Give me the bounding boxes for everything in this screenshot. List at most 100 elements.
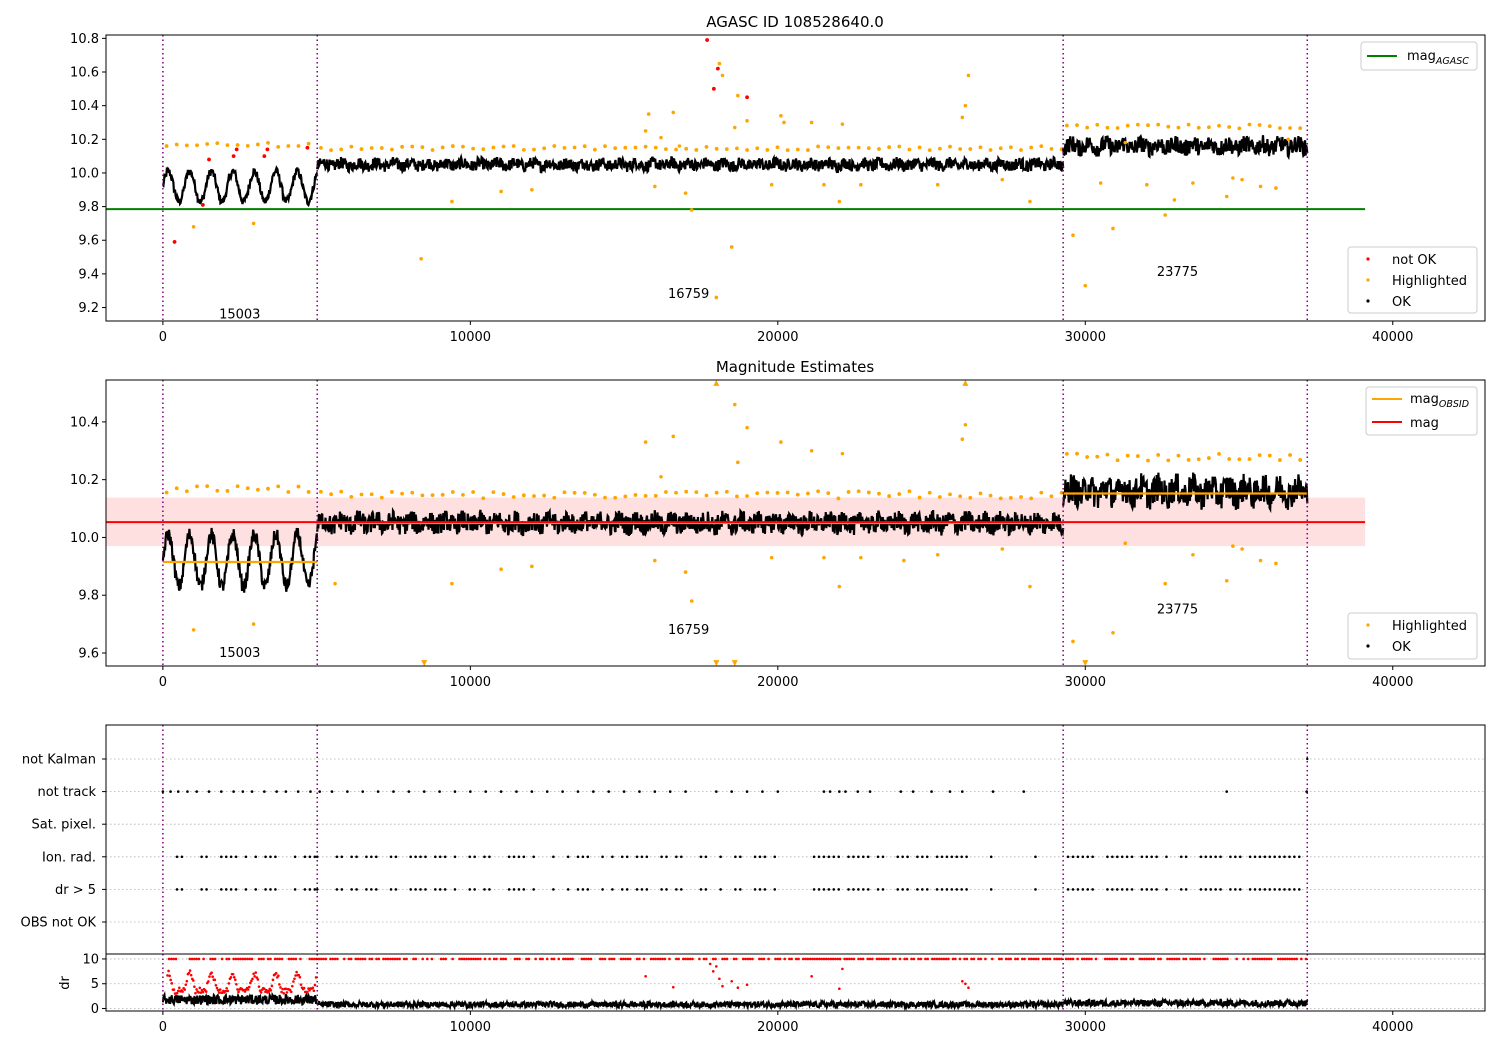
dr-gt-5-point <box>679 888 683 891</box>
dr-saturated-point <box>1166 957 1169 961</box>
dr-gt-5-point <box>660 888 663 891</box>
obsid-label: 15003 <box>219 307 260 322</box>
highlighted-point <box>846 490 851 494</box>
highlighted-point <box>809 120 814 125</box>
highlighted-point <box>430 493 435 498</box>
dr-not-ok-point <box>293 977 296 981</box>
ion-rad-point <box>507 855 511 859</box>
dr-saturated-point <box>236 957 240 961</box>
dr-saturated-point <box>195 957 199 961</box>
dr-saturated-point <box>857 957 860 961</box>
highlighted-point <box>816 144 820 149</box>
dr-saturated-point <box>331 957 335 961</box>
highlighted-point <box>603 144 607 149</box>
ion-rad-point <box>1248 855 1252 859</box>
dr-not-ok-point <box>313 983 317 987</box>
highlighted-point <box>643 129 648 133</box>
not-track-point <box>422 790 426 793</box>
dr-saturated-point <box>951 957 955 961</box>
highlighted-point <box>1166 124 1171 129</box>
y-tick-label: 10.4 <box>70 415 99 430</box>
highlighted-point <box>225 489 230 493</box>
highlighted-point <box>1240 177 1244 182</box>
dr-saturated-point <box>1295 957 1298 961</box>
dr-saturated-point <box>276 957 279 961</box>
not-track-point <box>561 790 564 793</box>
dr-saturated-point <box>414 957 418 961</box>
dr-not-ok-point <box>249 981 252 985</box>
dr-saturated-point <box>1175 957 1179 961</box>
dr-saturated-point <box>1085 957 1089 961</box>
dr-gt-5-point <box>758 888 762 891</box>
dr-saturated-point <box>656 957 660 961</box>
not-track-point <box>592 790 595 793</box>
dr-saturated-point <box>1170 957 1174 961</box>
dr-gt-5-point <box>665 888 668 891</box>
highlighted-point <box>1135 122 1140 127</box>
dr-not-ok-point <box>292 980 295 983</box>
dr-saturated-point <box>822 957 826 961</box>
dr-saturated-point <box>926 957 930 961</box>
ion-rad-point <box>234 855 238 859</box>
ion-rad-point <box>303 855 307 859</box>
dr-saturated-point <box>488 957 491 961</box>
ion-rad-point <box>925 855 929 859</box>
dr-saturated-point <box>1113 957 1116 961</box>
dr-saturated-point <box>937 957 941 961</box>
highlighted-point <box>306 141 311 146</box>
y-tick-label: 10 <box>82 952 99 967</box>
dr-saturated-point <box>774 957 777 961</box>
highlighted-point <box>276 144 281 149</box>
dr-saturated-point <box>213 957 217 961</box>
ok-points-trace <box>161 527 319 593</box>
magnitude-estimates-chart: Magnitude Estimates 0 10000 20000 30000 4000… <box>70 358 1486 690</box>
highlighted-point <box>379 495 384 500</box>
highlighted-point <box>623 494 628 499</box>
highlighted-point <box>694 490 699 495</box>
ion-rad-point <box>433 855 437 859</box>
ion-rad-point <box>679 855 683 859</box>
dr-saturated-point <box>850 957 853 961</box>
dr-gt-5-point <box>205 888 208 891</box>
highlighted-point <box>603 495 607 500</box>
dr-gt-5-point <box>901 888 904 891</box>
highlighted-point <box>501 144 506 149</box>
highlighted-point <box>329 148 333 152</box>
highlighted-point <box>1075 123 1079 128</box>
ion-rad-point <box>812 855 816 859</box>
highlighted-point <box>1000 547 1005 551</box>
dr-saturated-point <box>891 957 895 961</box>
highlighted-point <box>963 422 968 427</box>
dr-saturated-point <box>877 957 881 961</box>
dr-not-ok-point <box>231 972 235 976</box>
highlighted-point <box>450 490 455 494</box>
dr-saturated-point <box>778 957 782 961</box>
y-tick-label: 10.6 <box>70 66 99 81</box>
y-tick-label: 10.0 <box>70 166 99 181</box>
legend-lines: magAGASC <box>1360 41 1478 71</box>
obsid-labels: 15003 16759 23775 <box>219 603 1198 661</box>
dr-saturated-point <box>250 957 254 961</box>
highlighted-point <box>1227 125 1232 129</box>
not-track-point <box>361 790 365 793</box>
dr-gt-5-point <box>960 888 963 891</box>
ion-rad-point <box>254 855 258 859</box>
highlighted-point <box>643 493 648 498</box>
highlighted-point <box>276 484 281 489</box>
dr-not-ok-point <box>168 974 171 978</box>
dr-not-ok-point <box>259 991 263 994</box>
x-tick-label: 20000 <box>757 330 798 345</box>
highlighted-point <box>937 146 942 151</box>
highlighted-point <box>1064 123 1069 128</box>
highlighted-point <box>1247 122 1252 127</box>
not-track-point <box>275 790 278 793</box>
dr-gt-5-point <box>1278 888 1281 891</box>
ion-rad-point <box>389 855 393 859</box>
ion-rad-point <box>866 855 870 859</box>
dr-saturated-point <box>384 957 388 961</box>
dr-saturated-point <box>234 957 238 961</box>
highlighted-point <box>225 143 230 148</box>
ion-rad-point <box>180 855 184 859</box>
dr-saturated-point <box>266 957 270 961</box>
dr-saturated-point <box>691 957 694 961</box>
